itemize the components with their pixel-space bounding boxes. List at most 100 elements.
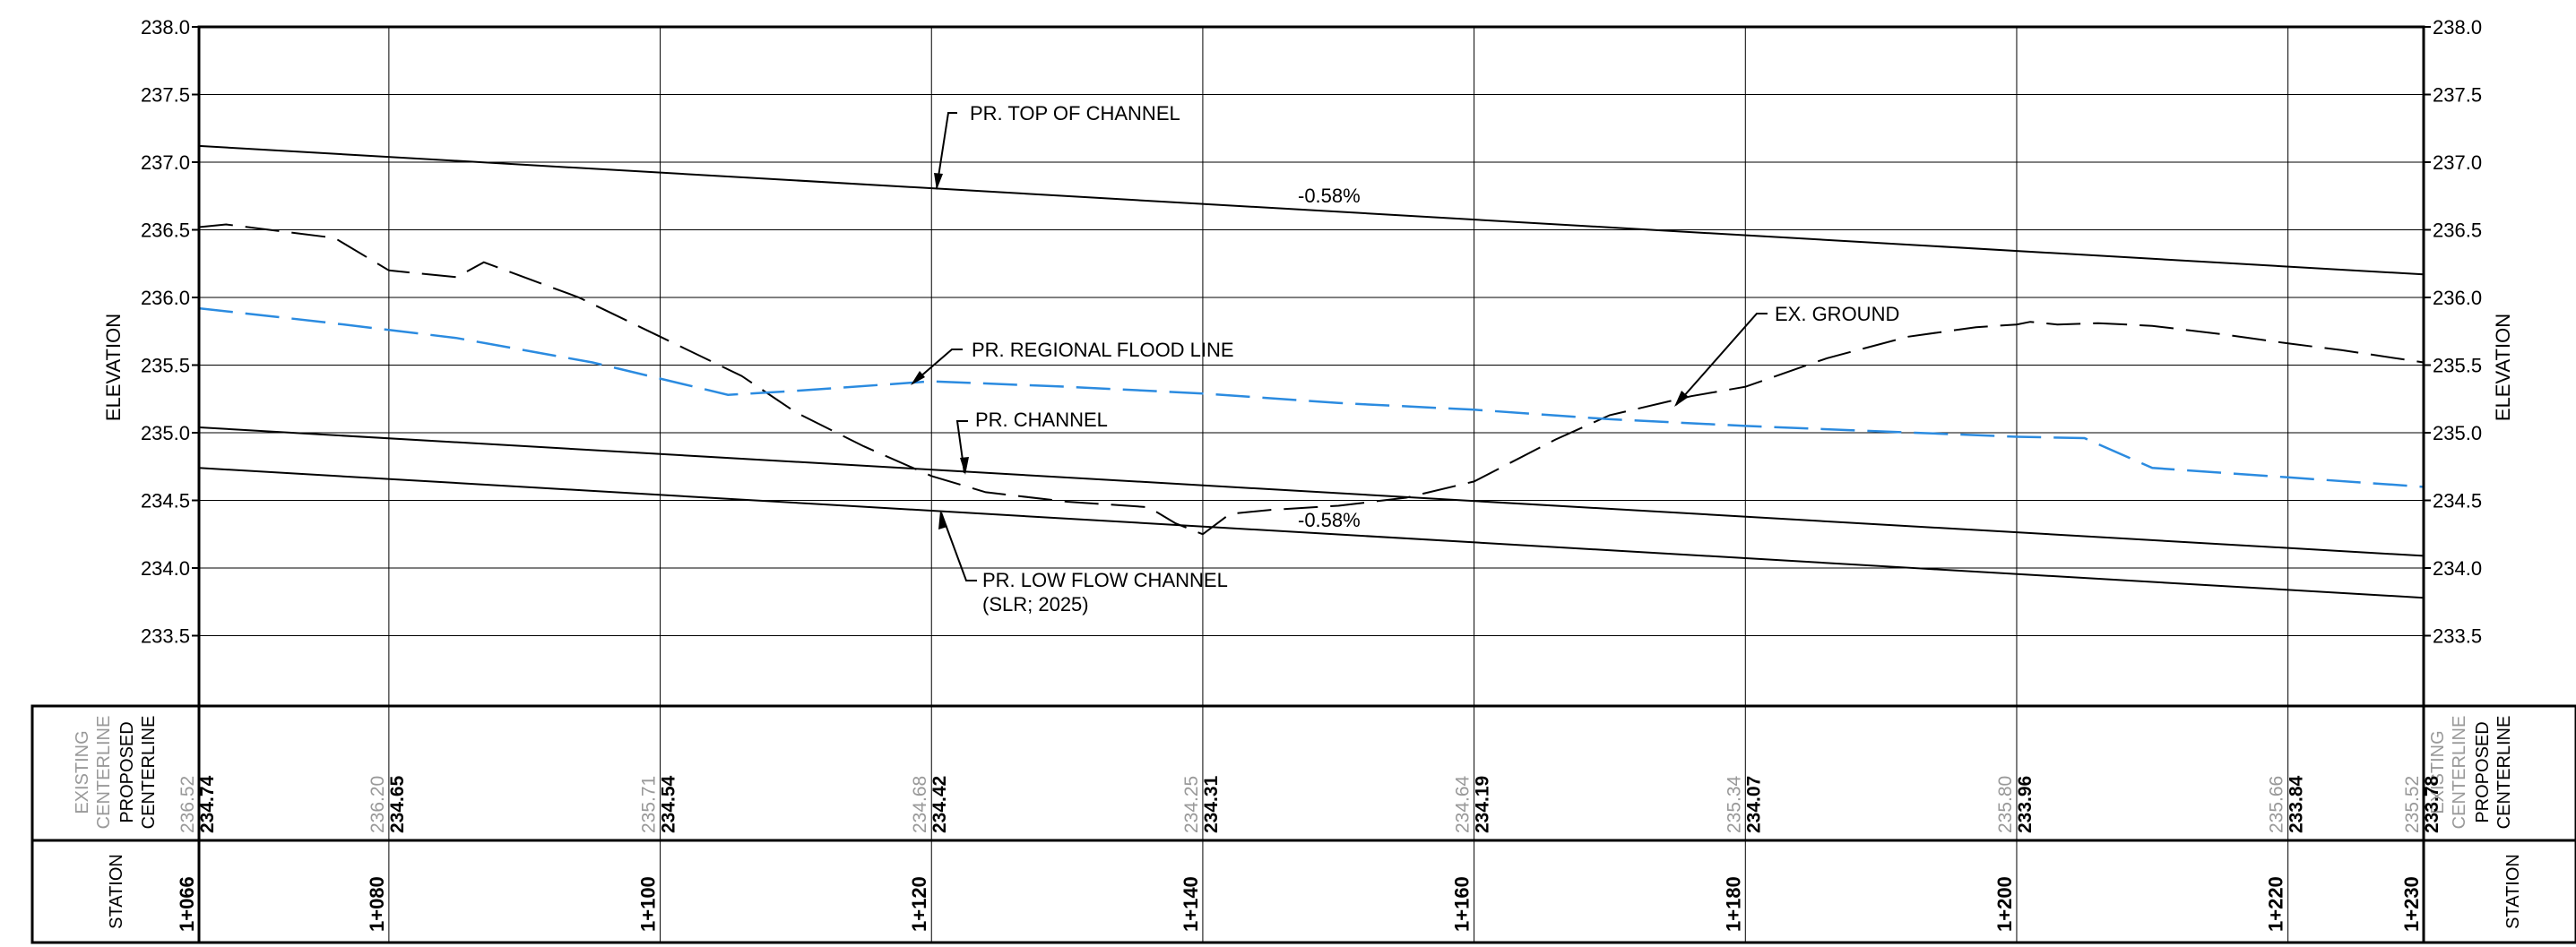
arrowhead-regional-flood <box>911 371 925 385</box>
label-regional-flood: PR. REGIONAL FLOOD LINE <box>972 339 1234 361</box>
y-tick-label: 236.0 <box>141 287 190 309</box>
existing-label-2: CENTERLINE <box>94 716 114 830</box>
y-tick-label-right: 237.5 <box>2433 84 2482 107</box>
y-tick-label-right: 238.0 <box>2433 16 2482 39</box>
station-value: 1+160 <box>1451 876 1474 932</box>
arrowhead-ex-ground <box>1674 391 1689 407</box>
plot-border <box>197 25 2425 708</box>
table-row-labels-right: EXISTING CENTERLINE PROPOSED CENTERLINE … <box>2428 716 2523 929</box>
y-tick-label: 238.0 <box>141 16 190 39</box>
y-tick-labels-left: 238.0 237.5 237.0 236.5 236.0 235.5 235.0 234.5… <box>141 16 199 648</box>
series-pr-regional-flood-line <box>198 306 2425 488</box>
existing-elevation-value: 235.71 <box>639 776 660 833</box>
y-tick-label: 235.5 <box>141 355 190 377</box>
proposed-elevation-value: 234.74 <box>197 775 218 833</box>
leader-ex-ground <box>1675 313 1768 406</box>
callout-ex-ground: EX. GROUND <box>1674 303 1899 407</box>
existing-label-2-right: CENTERLINE <box>2450 716 2469 830</box>
y-tick-label: 235.0 <box>141 422 190 444</box>
proposed-label-2: CENTERLINE <box>139 716 159 830</box>
y-tick-label: 237.5 <box>141 84 190 107</box>
frame <box>30 25 2576 944</box>
existing-elevation-value: 235.34 <box>1724 775 1744 833</box>
proposed-label-2-right: CENTERLINE <box>2494 716 2514 830</box>
y-tick-label-right: 236.0 <box>2433 287 2482 309</box>
existing-elevation-value: 235.80 <box>1995 776 2016 833</box>
station-value: 1+100 <box>637 876 660 932</box>
y-tick-label: 237.0 <box>141 151 190 174</box>
callout-regional-flood: PR. REGIONAL FLOOD LINE <box>911 339 1234 385</box>
proposed-elevation-value: 233.84 <box>2286 775 2307 833</box>
series-ex-ground <box>198 223 2425 536</box>
existing-elevation-value: 236.20 <box>367 776 388 833</box>
callout-top-of-channel: PR. TOP OF CHANNEL <box>934 102 1180 190</box>
existing-label-1-right: EXISTING <box>2428 730 2448 814</box>
series-pr-low-flow-channel <box>198 467 2425 599</box>
y-axis-label-left: ELEVATION <box>102 314 125 421</box>
y-tick-label-right: 234.0 <box>2433 557 2482 580</box>
station-value: 1+066 <box>176 876 198 932</box>
station-value: 1+120 <box>908 876 930 932</box>
series-layer <box>198 144 2425 599</box>
proposed-elevation-value: 234.31 <box>1201 775 1222 833</box>
station-value: 1+230 <box>2400 876 2423 932</box>
station-value: 1+180 <box>1722 876 1744 932</box>
y-axis-label-right: ELEVATION <box>2492 314 2514 421</box>
station-value: 1+220 <box>2265 876 2287 932</box>
y-tick-label-right: 237.0 <box>2433 151 2482 174</box>
y-tick-label-right: 235.0 <box>2433 422 2482 444</box>
label-grade-top: -0.58% <box>1298 185 1361 207</box>
proposed-elevation-value: 234.19 <box>1473 776 1493 833</box>
existing-label-1: EXISTING <box>73 730 92 814</box>
label-channel: PR. CHANNEL <box>975 409 1108 431</box>
station-label-right: STATION <box>2503 854 2523 929</box>
leader-top-of-channel <box>936 112 957 189</box>
callout-channel: PR. CHANNEL <box>955 409 1108 475</box>
station-value: 1+200 <box>1993 876 2016 932</box>
leader-low-flow <box>940 512 977 581</box>
existing-elevation-value: 234.68 <box>910 776 930 833</box>
label-low-flow-2: (SLR; 2025) <box>982 593 1089 616</box>
arrowhead-low-flow <box>938 511 947 529</box>
proposed-elevation-value: 233.96 <box>2015 776 2036 833</box>
proposed-elevation-value: 234.54 <box>659 775 679 833</box>
y-tick-label-right: 234.5 <box>2433 490 2482 512</box>
y-tick-labels-right: 238.0 237.5 237.0 236.5 236.0 235.5 235.0 234.5… <box>2424 16 2482 648</box>
leader-channel <box>955 420 968 474</box>
existing-elevation-value: 235.66 <box>2267 776 2287 833</box>
existing-elevation-value: 234.64 <box>1453 775 1474 833</box>
arrowhead-channel <box>960 457 969 475</box>
proposed-label-1-right: PROPOSED <box>2473 721 2493 822</box>
station-label: STATION <box>107 854 126 929</box>
y-tick-label: 234.5 <box>141 490 190 512</box>
callout-low-flow: PR. LOW FLOW CHANNEL (SLR; 2025) <box>938 511 1228 616</box>
existing-elevation-value: 234.25 <box>1181 776 1202 833</box>
table-border <box>30 704 2576 944</box>
station-value: 1+140 <box>1180 876 1202 932</box>
label-top-of-channel: PR. TOP OF CHANNEL <box>970 102 1180 125</box>
proposed-elevation-value: 233.78 <box>2422 775 2442 833</box>
existing-elevation-value: 236.52 <box>177 776 198 833</box>
y-tick-label: 233.5 <box>141 625 190 648</box>
series-pr-channel <box>198 426 2425 557</box>
y-tick-label: 236.5 <box>141 220 190 242</box>
proposed-elevation-value: 234.65 <box>387 775 408 833</box>
proposed-elevation-value: 234.42 <box>929 776 950 833</box>
arrowhead-top-of-channel <box>934 173 943 190</box>
y-tick-label: 234.0 <box>141 557 190 580</box>
y-tick-label-right: 236.5 <box>2433 220 2482 242</box>
label-ex-ground: EX. GROUND <box>1775 303 1899 325</box>
table-values: 236.52 234.74 1+066 236.20 234.65 1+080 235.71… <box>176 775 2442 932</box>
grid <box>198 26 2425 943</box>
proposed-elevation-value: 234.07 <box>1743 776 1764 833</box>
leader-regional-flood <box>912 349 963 384</box>
table-row-labels-left: EXISTING CENTERLINE PROPOSED CENTERLINE … <box>73 716 159 929</box>
label-low-flow-1: PR. LOW FLOW CHANNEL <box>982 569 1228 591</box>
proposed-label-1: PROPOSED <box>117 721 137 822</box>
label-grade-channel: -0.58% <box>1298 509 1361 531</box>
station-value: 1+080 <box>366 876 388 932</box>
series-pr-top-of-channel <box>198 144 2425 276</box>
existing-elevation-value: 235.52 <box>2402 776 2423 833</box>
y-tick-label-right: 235.5 <box>2433 355 2482 377</box>
